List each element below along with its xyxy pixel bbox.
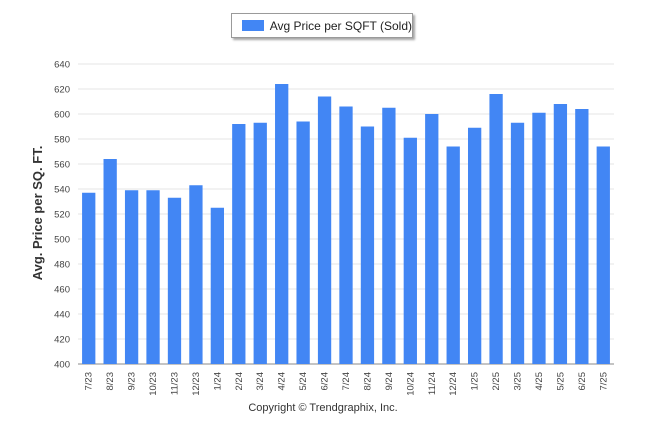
x-tick-label: 2/25 bbox=[491, 372, 502, 391]
bar-4-25 bbox=[532, 112, 546, 364]
bar-11-24 bbox=[425, 114, 439, 364]
x-tick-label: 1/24 bbox=[212, 372, 223, 391]
bar-1-25 bbox=[467, 127, 482, 364]
bar-3-25 bbox=[510, 122, 525, 364]
x-tick-label: 11/24 bbox=[427, 372, 438, 395]
bar-6-24 bbox=[317, 96, 332, 364]
bar-5-25 bbox=[553, 104, 568, 364]
y-tick-labels: 400 420 440 460 480 500 520 540 560 580 600 620 640 bbox=[54, 60, 70, 371]
bar-1-24 bbox=[210, 207, 225, 364]
y-tick-label: 440 bbox=[54, 310, 70, 321]
y-tick-label: 520 bbox=[54, 210, 70, 221]
bar-11-23 bbox=[167, 197, 182, 364]
y-tick-label: 580 bbox=[54, 135, 70, 146]
legend: Avg Price per SQFT (Sold) bbox=[231, 13, 413, 38]
bar-8-24 bbox=[360, 126, 375, 364]
x-tick-label: 1/25 bbox=[470, 372, 481, 391]
bar-4-24 bbox=[275, 84, 289, 364]
x-tick-label: 7/23 bbox=[84, 372, 95, 391]
x-tick-label: 3/24 bbox=[255, 372, 266, 391]
x-tick-label: 9/24 bbox=[384, 372, 395, 391]
x-tick-label: 8/24 bbox=[362, 372, 373, 391]
y-axis-label: Avg. Price per SQ. FT. bbox=[30, 146, 45, 281]
x-tick-label: 12/23 bbox=[191, 372, 202, 396]
bar-2-25 bbox=[489, 94, 503, 364]
x-tick-labels: 7/23 8/23 9/23 10/23 11/23 12/23 1/24 2/24 3/24 4… bbox=[84, 372, 610, 396]
bar-7-25 bbox=[596, 146, 610, 364]
x-tick-label: 6/24 bbox=[320, 372, 331, 391]
legend-swatch bbox=[242, 20, 264, 31]
bar-3-24 bbox=[253, 122, 267, 364]
y-tick-label: 560 bbox=[54, 160, 70, 171]
copyright-text: Copyright © Trendgraphix, Inc. bbox=[248, 402, 398, 414]
bar-9-23 bbox=[124, 190, 139, 364]
y-tick-label: 600 bbox=[54, 110, 70, 121]
x-tick-label: 6/25 bbox=[577, 372, 588, 391]
y-tick-label: 400 bbox=[54, 360, 70, 371]
x-tick-label: 9/23 bbox=[127, 372, 138, 391]
x-tick-label: 7/25 bbox=[598, 372, 609, 391]
bar-12-24 bbox=[446, 146, 460, 364]
bar-10-24 bbox=[403, 137, 417, 364]
bar-7-24 bbox=[339, 106, 353, 364]
y-tick-label: 420 bbox=[54, 335, 70, 346]
x-tick-label: 10/24 bbox=[405, 372, 416, 396]
bar-10-23 bbox=[146, 190, 160, 364]
y-tick-label: 500 bbox=[54, 235, 70, 246]
x-tick-label: 7/24 bbox=[341, 372, 352, 391]
bar-2-24 bbox=[232, 124, 246, 364]
bar-7-23 bbox=[82, 192, 96, 364]
x-tick-label: 10/23 bbox=[148, 372, 159, 396]
y-tick-label: 620 bbox=[54, 85, 70, 96]
bars bbox=[82, 84, 610, 364]
bar-8-23 bbox=[103, 159, 117, 364]
x-tick-label: 12/24 bbox=[448, 372, 459, 396]
y-tick-label: 640 bbox=[54, 60, 70, 71]
y-tick-label: 480 bbox=[54, 260, 70, 271]
y-tick-label: 540 bbox=[54, 185, 70, 196]
x-tick-label: 11/23 bbox=[169, 372, 180, 395]
x-tick-label: 4/24 bbox=[277, 372, 288, 391]
y-tick-label: 460 bbox=[54, 285, 70, 296]
x-tick-label: 3/25 bbox=[513, 372, 524, 391]
bar-5-24 bbox=[296, 121, 310, 364]
bar-9-24 bbox=[382, 107, 396, 364]
x-tick-label: 8/23 bbox=[105, 372, 116, 391]
x-tick-label: 5/24 bbox=[298, 372, 309, 391]
bar-6-25 bbox=[575, 109, 589, 364]
legend-label: Avg Price per SQFT (Sold) bbox=[269, 18, 412, 33]
x-tick-label: 4/25 bbox=[534, 372, 545, 391]
bar-12-23 bbox=[189, 185, 203, 364]
x-tick-label: 5/25 bbox=[555, 372, 566, 391]
x-tick-label: 2/24 bbox=[234, 372, 245, 391]
